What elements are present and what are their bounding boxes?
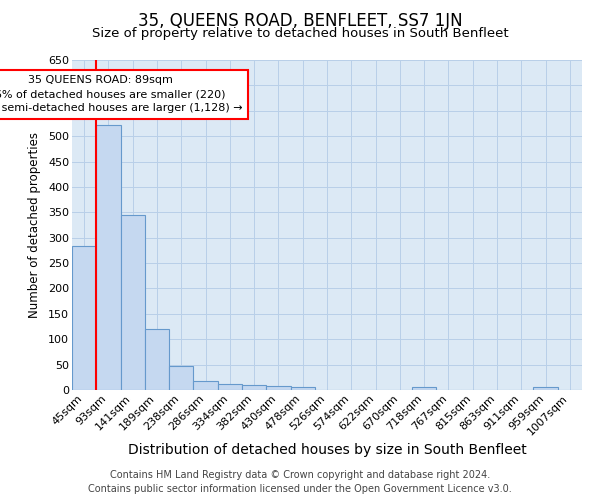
Bar bbox=[193, 381, 218, 390]
Bar bbox=[266, 386, 290, 390]
Bar bbox=[96, 125, 121, 390]
Bar bbox=[412, 387, 436, 390]
Text: Contains HM Land Registry data © Crown copyright and database right 2024.
Contai: Contains HM Land Registry data © Crown c… bbox=[88, 470, 512, 494]
Text: 35, QUEENS ROAD, BENFLEET, SS7 1JN: 35, QUEENS ROAD, BENFLEET, SS7 1JN bbox=[137, 12, 463, 30]
Text: 35 QUEENS ROAD: 89sqm
← 16% of detached houses are smaller (220)
84% of semi-det: 35 QUEENS ROAD: 89sqm ← 16% of detached … bbox=[0, 75, 242, 113]
X-axis label: Distribution of detached houses by size in South Benfleet: Distribution of detached houses by size … bbox=[128, 444, 526, 458]
Text: Size of property relative to detached houses in South Benfleet: Size of property relative to detached ho… bbox=[92, 28, 508, 40]
Bar bbox=[290, 388, 315, 390]
Bar bbox=[169, 366, 193, 390]
Bar bbox=[72, 246, 96, 390]
Bar bbox=[218, 384, 242, 390]
Bar bbox=[145, 328, 169, 390]
Bar bbox=[121, 215, 145, 390]
Bar bbox=[242, 385, 266, 390]
Bar bbox=[533, 388, 558, 390]
Y-axis label: Number of detached properties: Number of detached properties bbox=[28, 132, 41, 318]
